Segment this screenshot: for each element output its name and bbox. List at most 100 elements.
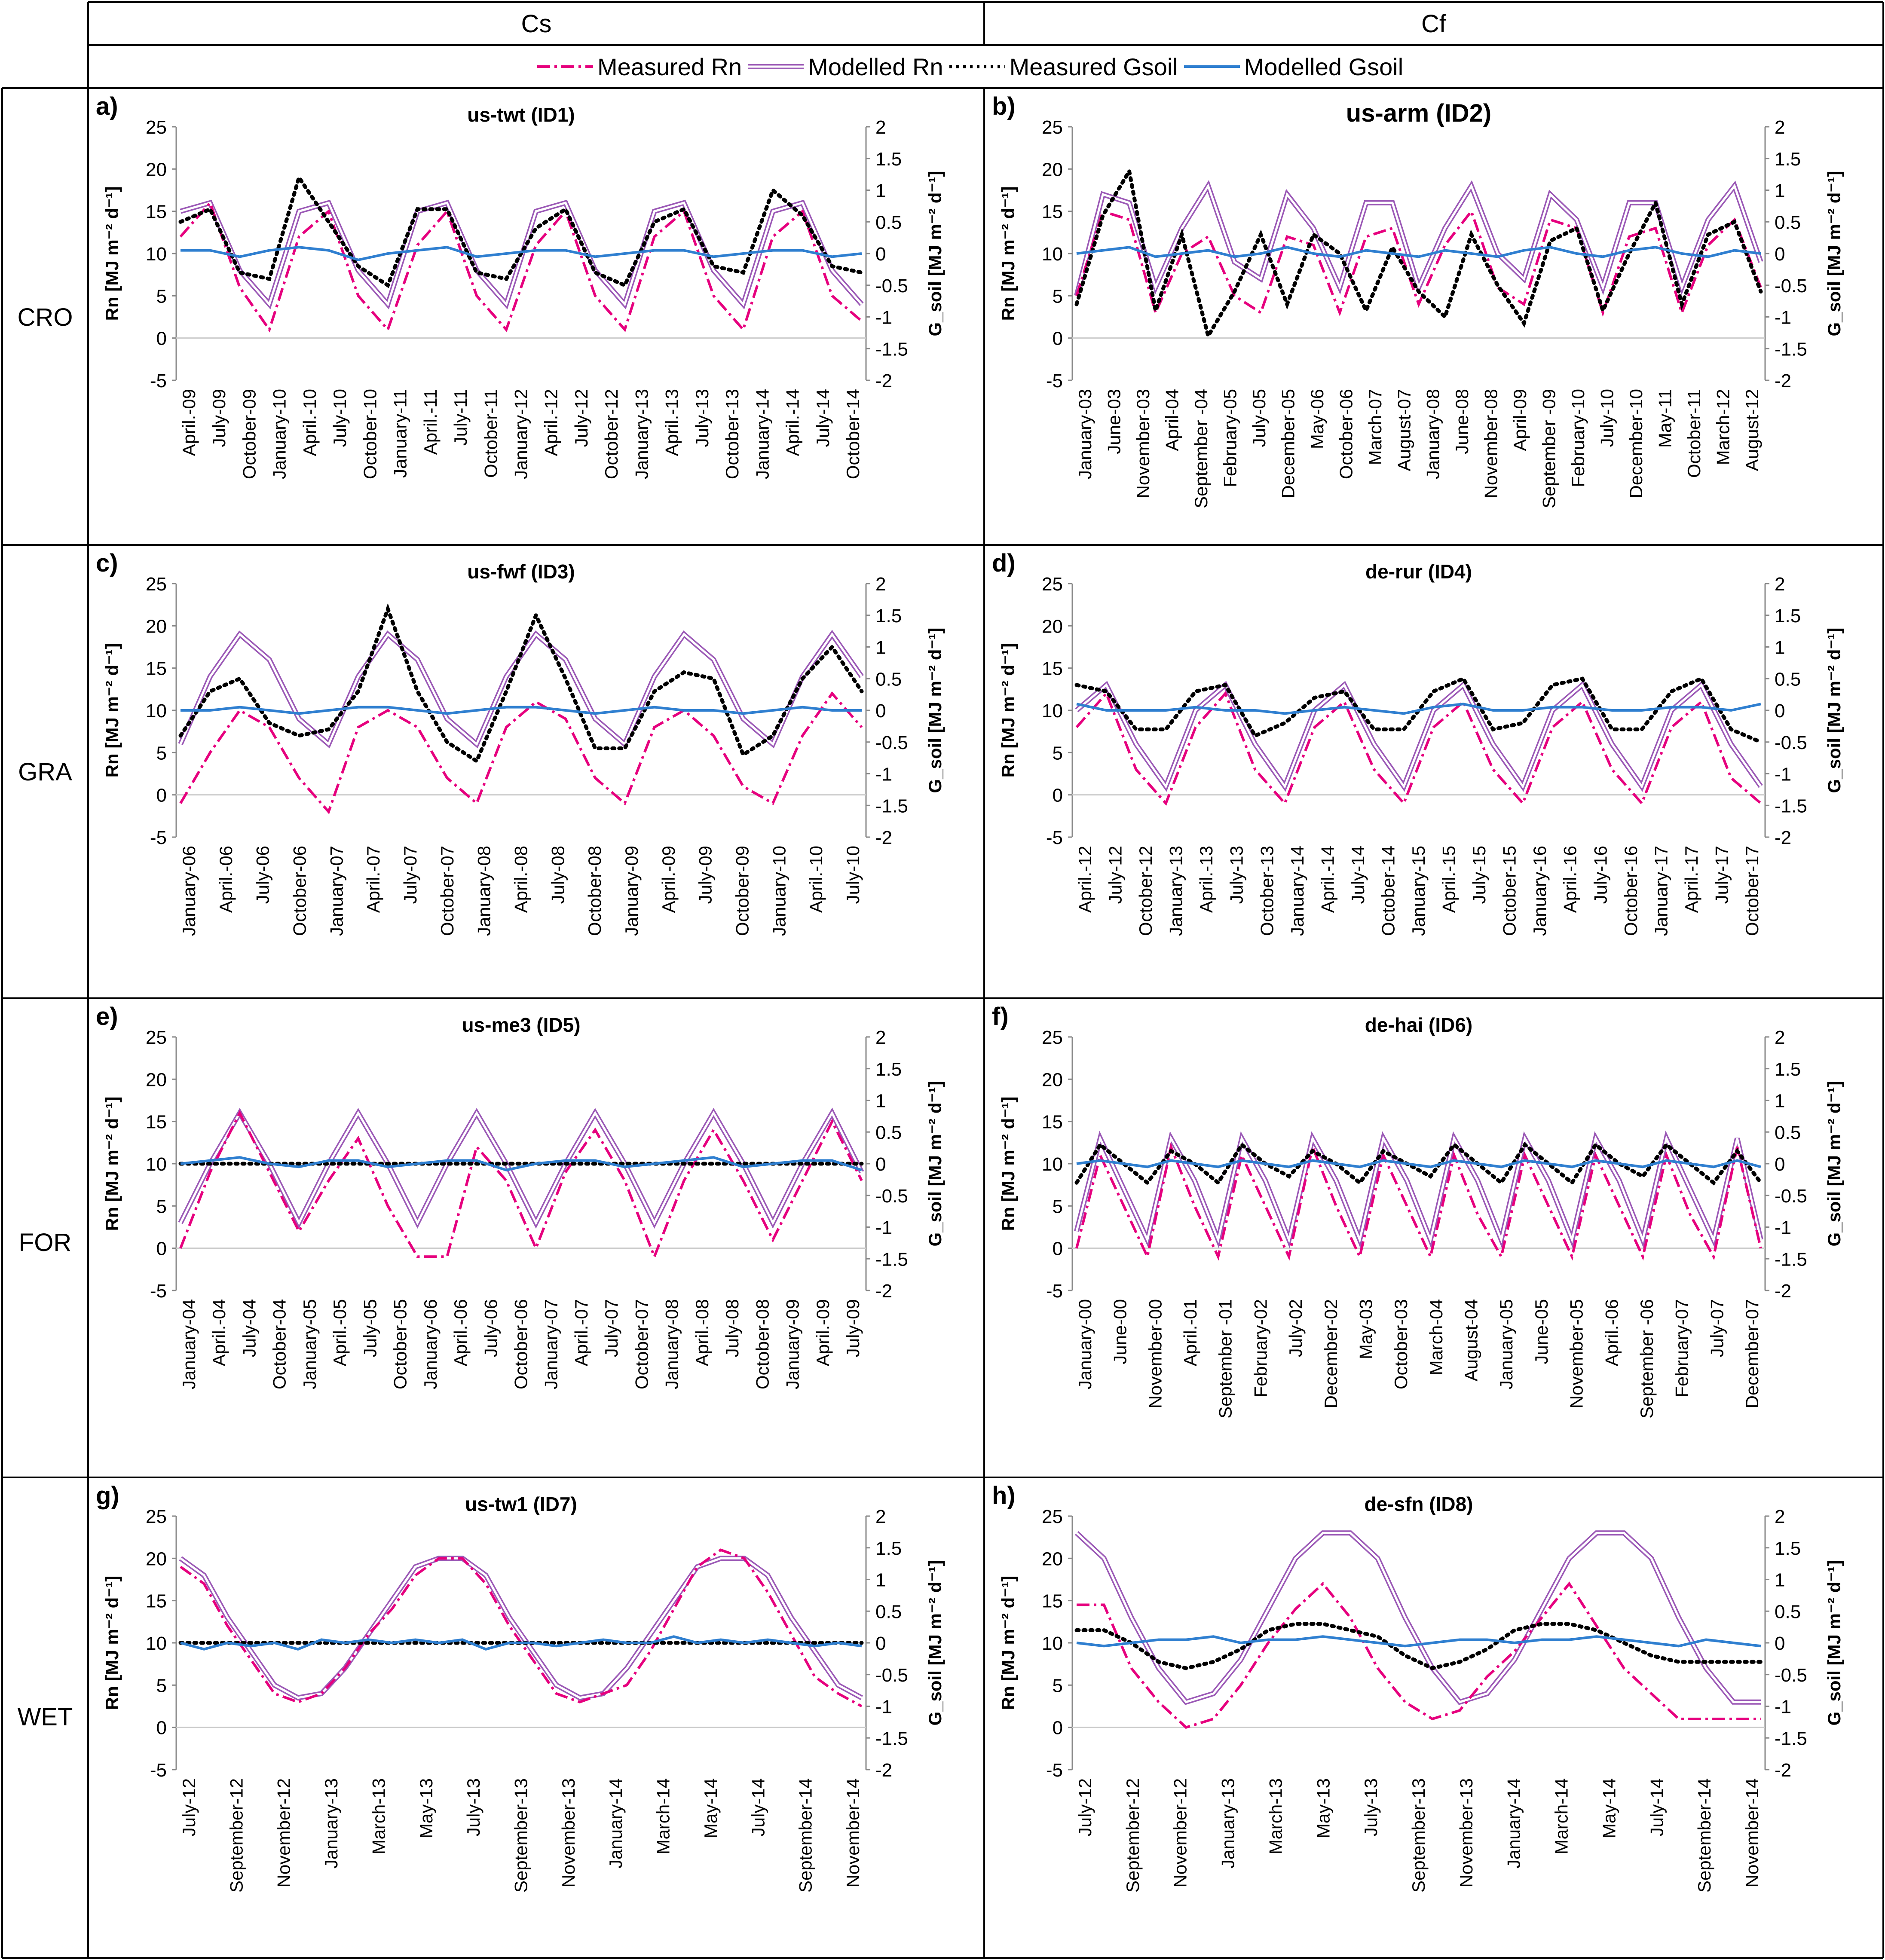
x-tick-label: April.-09 <box>179 389 199 456</box>
y2-tick-label: -0.5 <box>875 1186 908 1207</box>
x-tick-label: July-02 <box>1285 1299 1306 1357</box>
right-axis-title: G_soil [MJ m⁻² d⁻¹] <box>1824 627 1844 793</box>
y2-tick-label: -1 <box>875 307 892 328</box>
x-tick-label: October-13 <box>1257 846 1277 936</box>
y2-tick-label: 1.5 <box>875 149 902 170</box>
chart-title: us-fwf (ID3) <box>467 560 575 583</box>
x-tick-label: July-08 <box>548 846 568 904</box>
y2-tick-label: 0 <box>1775 1633 1785 1654</box>
y2-tick-label: -2 <box>875 827 892 848</box>
left-axis-title: Rn [MJ m⁻² d⁻¹] <box>998 643 1018 778</box>
legend-modelled-gsoil: Modelled Gsoil <box>1184 53 1403 81</box>
left-axis-title: Rn [MJ m⁻² d⁻¹] <box>102 1097 122 1231</box>
legend-measured-rn-label: Measured Rn <box>597 53 742 80</box>
y2-tick-label: -0.5 <box>1775 1186 1807 1207</box>
y-tick-label: 5 <box>1053 1675 1063 1696</box>
y-tick-label: -5 <box>150 827 167 848</box>
measured-rn-line <box>179 691 863 814</box>
x-tick-label: March-14 <box>653 1778 673 1854</box>
x-tick-label: April.-07 <box>363 846 383 913</box>
y2-tick-label: -1.5 <box>1775 339 1807 360</box>
x-tick-label: March-13 <box>1265 1778 1285 1854</box>
x-tick-label: April.-15 <box>1439 846 1459 913</box>
x-tick-label: July-12 <box>571 389 591 447</box>
x-tick-label: April.-12 <box>1075 846 1095 913</box>
y2-tick-label: 1.5 <box>1775 1059 1801 1080</box>
x-tick-label: January-05 <box>300 1299 320 1389</box>
x-tick-label: May-03 <box>1356 1299 1376 1359</box>
x-tick-label: April.-09 <box>813 1299 833 1366</box>
column-header-cs: Cs <box>521 10 552 38</box>
x-tick-label: May-13 <box>1313 1778 1333 1838</box>
x-tick-label: August-07 <box>1394 389 1414 471</box>
y-tick-label: 10 <box>146 1633 167 1654</box>
modelled-gsoil-line <box>1076 246 1761 258</box>
x-tick-label: November-13 <box>1456 1778 1476 1887</box>
y-tick-label: -5 <box>1046 370 1063 391</box>
row-header-wet: WET <box>17 1703 73 1731</box>
legend-modelled-rn: Modelled Rn <box>748 53 943 81</box>
x-tick-label: October-13 <box>722 389 742 479</box>
y-tick-label: 0 <box>156 1238 167 1260</box>
y-tick-label: 15 <box>146 1591 167 1612</box>
y2-tick-label: -1 <box>875 1217 892 1238</box>
x-tick-label: January-08 <box>662 1299 682 1389</box>
y-tick-label: 10 <box>146 700 167 722</box>
legend-modelled-rn-label: Modelled Rn <box>808 53 943 80</box>
x-tick-label: July-13 <box>692 389 712 447</box>
x-tick-label: July-10 <box>1597 389 1617 447</box>
y-tick-label: 20 <box>146 1069 167 1090</box>
y2-tick-label: 1 <box>875 180 886 202</box>
y2-tick-label: 2 <box>875 1027 886 1048</box>
legend-modelled-gsoil-label: Modelled Gsoil <box>1244 53 1404 80</box>
chart-b: b) us-arm (ID2) -5 0 5 10 15 20 25 -2 -1.5 -1 -0.5 0 0… <box>992 92 1844 508</box>
y2-tick-label: -2 <box>1775 1760 1791 1781</box>
chart-a: a) us-twt (ID1) -5 0 5 10 15 20 25 -2 -1.5 -1 -0.5 0 0… <box>96 92 945 479</box>
x-tick-label: September-13 <box>511 1778 531 1893</box>
x-tick-label: October-07 <box>437 846 457 936</box>
y2-tick-label: -0.5 <box>875 732 908 753</box>
right-axis-title: G_soil [MJ m⁻² d⁻¹] <box>925 1560 945 1725</box>
y2-tick-label: -0.5 <box>1775 1665 1807 1686</box>
y2-tick-label: -1 <box>875 764 892 785</box>
x-tick-label: May-13 <box>416 1778 436 1838</box>
measured-gsoil-line <box>178 603 864 764</box>
x-tick-label: October-12 <box>601 389 621 479</box>
y-tick-label: 10 <box>1042 1154 1063 1175</box>
y-tick-label: 0 <box>156 328 167 349</box>
x-tick-label: July-12 <box>1105 846 1126 904</box>
x-tick-label: January-00 <box>1075 1299 1095 1389</box>
x-tick-label: April.-01 <box>1180 1299 1200 1366</box>
x-tick-label: July-06 <box>253 846 273 904</box>
measured-gsoil-line <box>1074 1142 1763 1186</box>
panel-label: f) <box>992 1003 1009 1030</box>
y2-tick-label: 0 <box>1775 1154 1785 1175</box>
chart-title: de-sfn (ID8) <box>1365 1493 1473 1515</box>
x-tick-label: November-12 <box>1170 1778 1190 1887</box>
y2-tick-label: 2 <box>875 1506 886 1527</box>
x-tick-label: October-06 <box>511 1299 531 1389</box>
x-tick-label: April.-06 <box>216 846 236 913</box>
y2-tick-label: -1 <box>1775 1217 1791 1238</box>
x-tick-label: November-05 <box>1567 1299 1587 1408</box>
right-axis-title: G_soil [MJ m⁻² d⁻¹] <box>1824 1560 1844 1725</box>
y2-tick-label: 2 <box>1775 117 1785 138</box>
y2-tick-label: -2 <box>875 1281 892 1302</box>
x-tick-label: March-07 <box>1365 389 1385 465</box>
modelled-rn-line <box>1075 681 1763 792</box>
y-tick-label: 15 <box>146 658 167 679</box>
x-tick-label: December-10 <box>1626 389 1646 498</box>
y2-tick-label: -1.5 <box>875 1249 908 1270</box>
x-tick-label: July-06 <box>480 1299 501 1357</box>
panel-label: d) <box>992 549 1016 577</box>
x-tick-label: April.-10 <box>300 389 320 456</box>
chart-title: de-rur (ID4) <box>1365 560 1472 583</box>
panel-label: e) <box>96 1003 118 1030</box>
x-tick-label: July-13 <box>1227 846 1247 904</box>
x-tick-label: April.-08 <box>692 1299 712 1366</box>
chart-f: f) de-hai (ID6) -5 0 5 10 15 20 25 -2 -1.5 -1 -0.5 0 0… <box>992 1003 1844 1419</box>
x-tick-label: April.-11 <box>420 389 441 455</box>
x-tick-label: March-13 <box>368 1778 389 1854</box>
y2-tick-label: -1.5 <box>1775 1249 1807 1270</box>
